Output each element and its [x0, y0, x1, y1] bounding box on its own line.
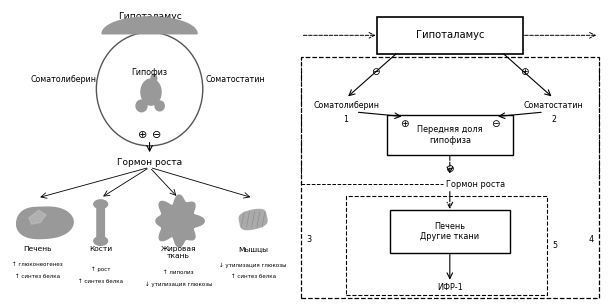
FancyBboxPatch shape	[387, 115, 513, 155]
Text: ↑ синтез белка: ↑ синтез белка	[78, 279, 123, 284]
Text: 5: 5	[552, 241, 557, 250]
Text: Мышцы: Мышцы	[238, 246, 268, 252]
Text: ⊖: ⊖	[371, 67, 379, 77]
Text: Гипоталамус: Гипоталамус	[416, 30, 484, 40]
Ellipse shape	[94, 237, 108, 245]
Text: 3: 3	[306, 235, 312, 244]
Ellipse shape	[151, 74, 157, 82]
Text: ⊖: ⊖	[152, 130, 162, 140]
Ellipse shape	[155, 101, 164, 111]
Text: Гормон роста: Гормон роста	[446, 180, 506, 189]
Text: Передняя доля
гипофиза: Передняя доля гипофиза	[417, 125, 483, 145]
Text: 1: 1	[343, 115, 348, 124]
Polygon shape	[29, 210, 46, 224]
Ellipse shape	[141, 79, 161, 105]
Polygon shape	[239, 209, 267, 230]
Text: ↓ утилизация глюкозы: ↓ утилизация глюкозы	[219, 262, 287, 268]
Text: Соматолиберин: Соматолиберин	[30, 75, 96, 84]
Text: ↑ рост: ↑ рост	[91, 267, 110, 273]
Polygon shape	[17, 207, 73, 239]
Text: Соматостатин: Соматостатин	[206, 75, 266, 84]
Polygon shape	[156, 195, 204, 247]
Text: ↓ утилизация глюкозы: ↓ утилизация глюкозы	[144, 282, 212, 287]
Text: Соматолиберин: Соматолиберин	[313, 101, 379, 111]
Polygon shape	[102, 17, 197, 34]
FancyBboxPatch shape	[97, 205, 105, 240]
Text: Печень: Печень	[23, 246, 51, 252]
Ellipse shape	[136, 100, 147, 112]
Text: Гипофиз: Гипофиз	[132, 68, 168, 77]
Text: Печень
Другие ткани: Печень Другие ткани	[420, 222, 479, 242]
Text: ИФР-1: ИФР-1	[437, 282, 463, 292]
Text: Жировая
ткань: Жировая ткань	[160, 246, 196, 258]
Text: Кости: Кости	[89, 246, 112, 252]
Text: ⊕: ⊕	[138, 130, 147, 140]
Text: Соматостатин: Соматостатин	[524, 101, 583, 111]
Text: ⊖: ⊖	[446, 164, 454, 174]
Circle shape	[96, 32, 203, 146]
Text: ↑ глюконеогенез: ↑ глюконеогенез	[12, 262, 62, 267]
Text: ⊕: ⊕	[400, 119, 409, 129]
Text: ⊖: ⊖	[491, 119, 499, 129]
Text: 2: 2	[551, 115, 556, 124]
Text: ↑ синтез белка: ↑ синтез белка	[231, 274, 275, 279]
Text: Гормон роста: Гормон роста	[117, 158, 182, 167]
FancyBboxPatch shape	[377, 17, 523, 54]
Ellipse shape	[94, 200, 108, 208]
Text: 4: 4	[588, 235, 594, 244]
Text: ↑ синтез белка: ↑ синтез белка	[15, 274, 60, 279]
Text: ⊕: ⊕	[520, 67, 529, 77]
Text: Гипоталамус: Гипоталамус	[118, 12, 182, 21]
Text: ↑ липолиз: ↑ липолиз	[163, 270, 193, 275]
FancyBboxPatch shape	[390, 210, 510, 253]
